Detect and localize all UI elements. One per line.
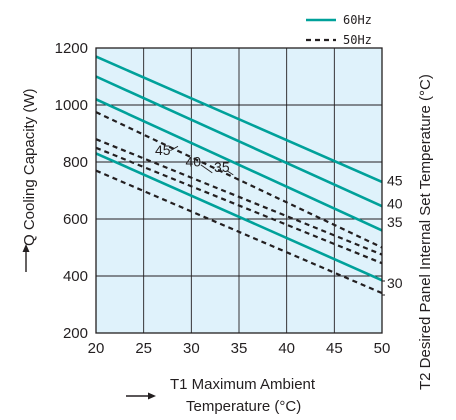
x-axis-title-line2: Temperature (°C) — [186, 398, 301, 415]
x-tick-label: 35 — [231, 340, 248, 357]
right-series-label: 40 — [387, 195, 403, 211]
series-lines — [95, 55, 383, 295]
right-series-label: 30 — [387, 275, 403, 291]
series-line-60hz-45 — [95, 55, 383, 184]
series-labels: 45 40 35 30 45 40 35 — [155, 142, 403, 291]
series-line-60hz-30 — [95, 152, 383, 282]
legend: 60Hz 50Hz — [306, 13, 372, 47]
series-line-60hz-40 — [95, 75, 383, 208]
series-line-50hz-30 — [95, 169, 383, 295]
y-tick-label: 1000 — [55, 97, 88, 114]
y2-axis-title: T2 Desired Panel Internal Set Temperatur… — [417, 74, 434, 390]
x-axis-title-line1: T1 Maximum Ambient — [170, 376, 316, 393]
y-tick-label: 1200 — [55, 40, 88, 57]
inline-label-leader — [200, 164, 213, 174]
x-tick-label: 20 — [88, 340, 105, 357]
legend-label-60hz: 60Hz — [343, 13, 372, 27]
plot-frame — [95, 47, 383, 334]
y-axis-arrow — [22, 244, 30, 272]
x-axis-arrow — [126, 392, 156, 400]
x-tick-label: 30 — [183, 340, 200, 357]
right-series-label: 35 — [387, 214, 403, 230]
inline-series-label: 45 — [155, 142, 171, 158]
x-tick-label: 25 — [135, 340, 152, 357]
y-axis-title: Q Cooling Capacity (W) — [21, 88, 38, 246]
series-line-50hz-45 — [95, 111, 383, 249]
inline-series-label: 35 — [214, 159, 230, 175]
y-tick-label: 800 — [63, 154, 88, 171]
legend-label-50hz: 50Hz — [343, 33, 372, 47]
x-tick-label: 45 — [326, 340, 343, 357]
tick-labels: 20 25 30 35 40 45 50 200 400 600 800 1000 1200 — [55, 40, 391, 357]
y-tick-label: 400 — [63, 268, 88, 285]
x-tick-label: 50 — [374, 340, 391, 357]
series-line-60hz-35 — [95, 98, 383, 232]
y-tick-label: 200 — [63, 325, 88, 342]
inline-label-leader — [170, 145, 179, 151]
series-line-50hz-40 — [95, 138, 383, 256]
label-30-bracket — [381, 280, 385, 296]
x-tick-label: 40 — [278, 340, 295, 357]
series-line-50hz-35 — [95, 146, 383, 265]
inline-series-label: 40 — [185, 153, 201, 169]
inline-label-leader — [226, 170, 234, 176]
right-series-label: 45 — [387, 173, 403, 189]
y-tick-label: 600 — [63, 211, 88, 228]
